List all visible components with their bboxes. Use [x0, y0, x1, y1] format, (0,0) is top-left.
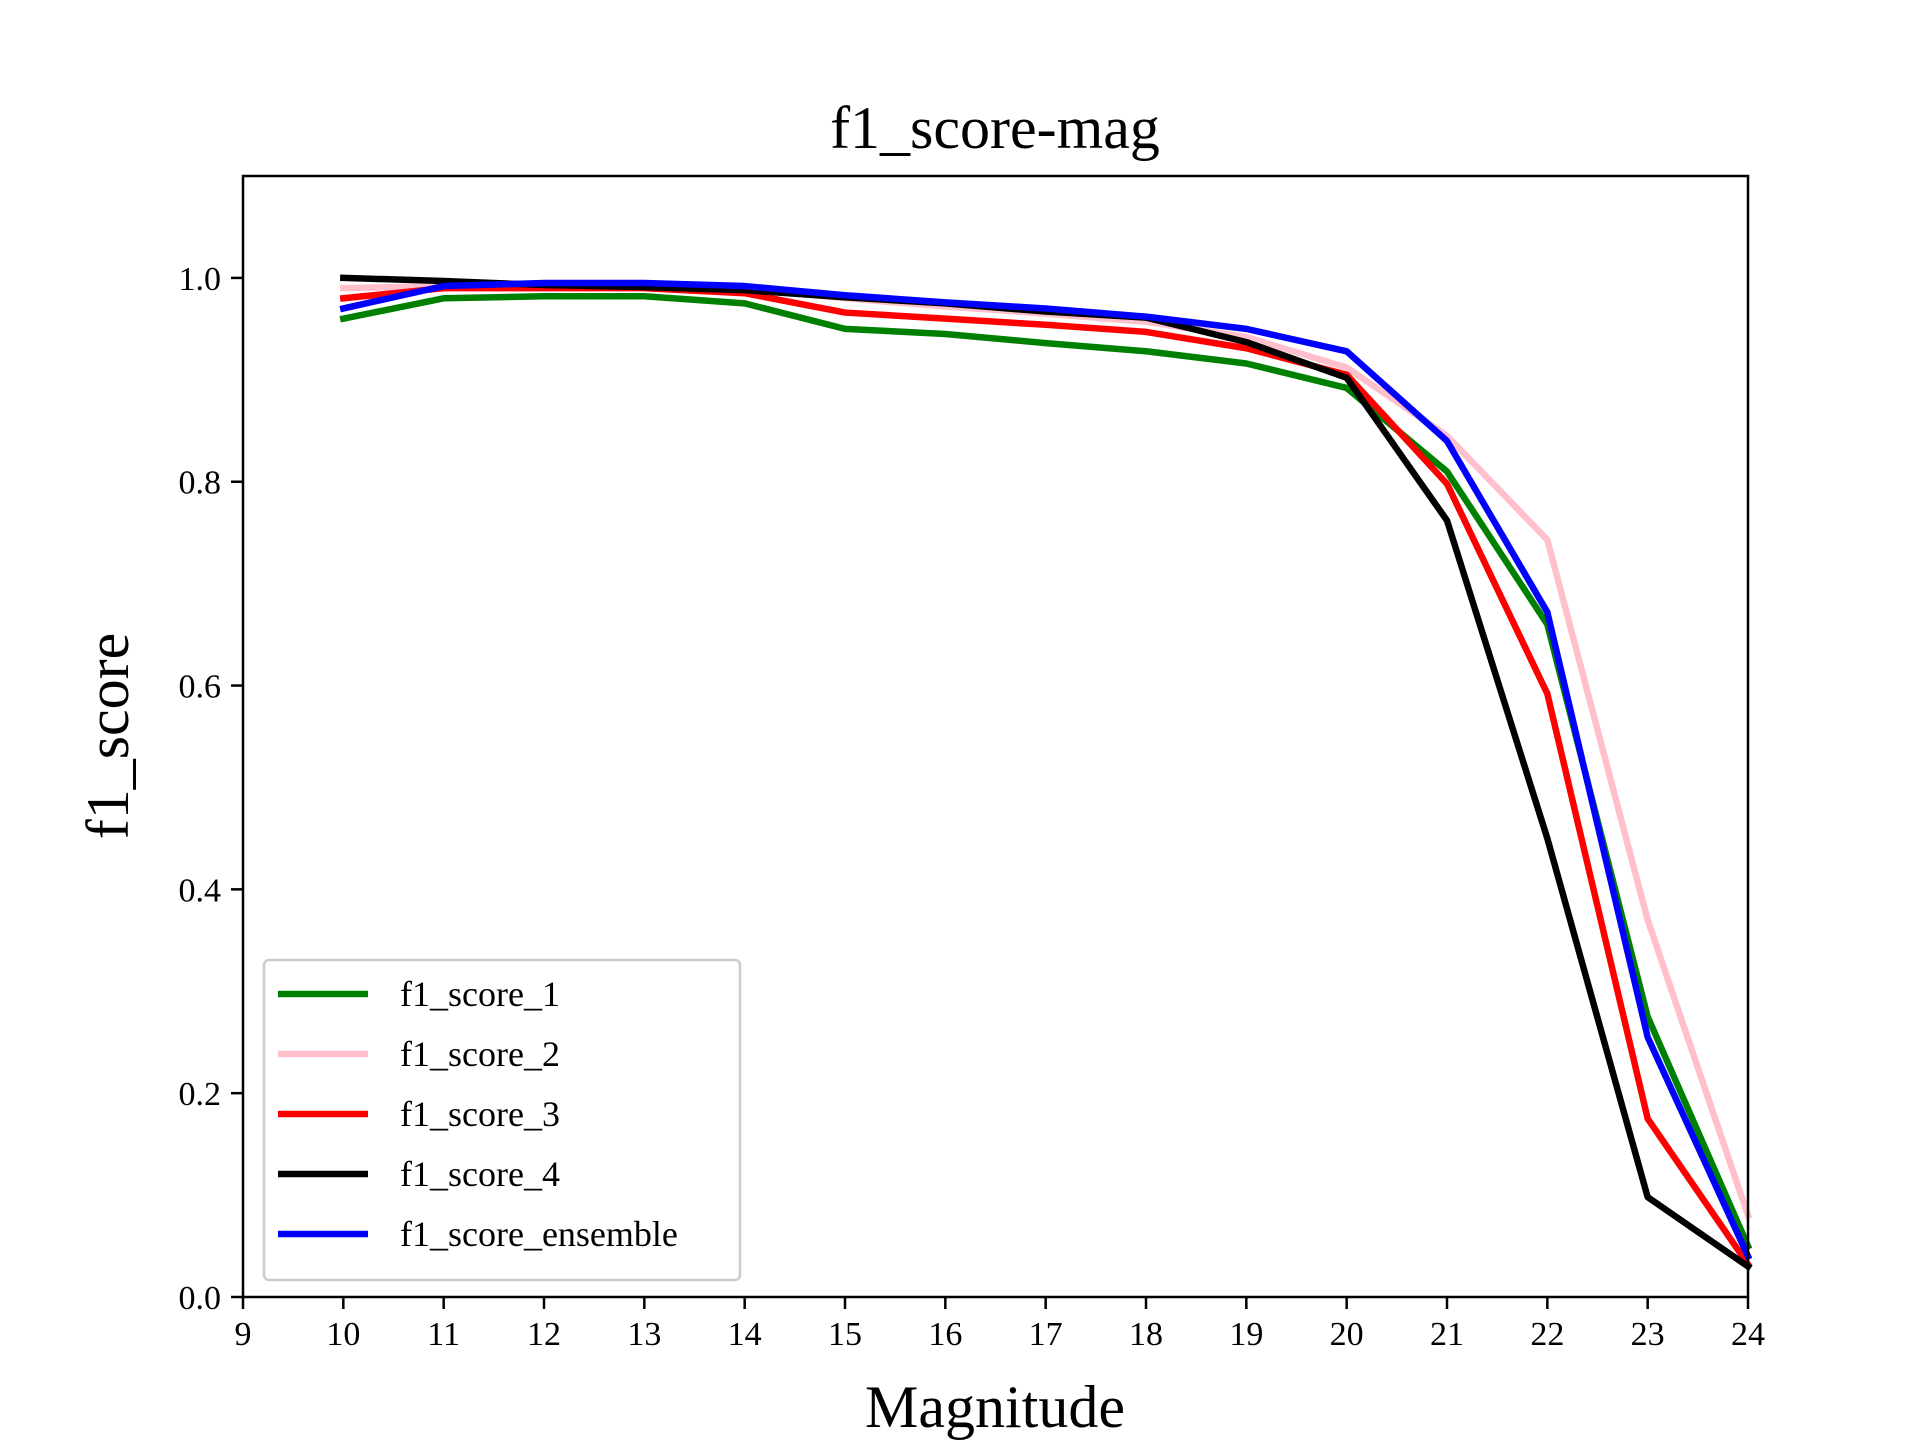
x-tick-label: 12 [527, 1316, 561, 1353]
x-tick-label: 16 [928, 1316, 962, 1353]
legend-label: f1_score_ensemble [400, 1214, 678, 1254]
x-tick-label: 15 [828, 1316, 862, 1353]
legend: f1_score_1 f1_score_2 f1_score_3 f1_score_4… [262, 958, 742, 1282]
x-tick-label: 21 [1430, 1316, 1464, 1353]
x-tick-label: 17 [1029, 1316, 1063, 1353]
chart-title: f1_score-mag [830, 95, 1160, 161]
legend-label: f1_score_3 [400, 1094, 560, 1134]
x-tick-label: 11 [427, 1316, 460, 1353]
series-line-f1-score-ensemble [339, 279, 1753, 1261]
x-tick-label: 10 [326, 1316, 360, 1353]
x-tick-label: 18 [1129, 1316, 1163, 1353]
legend-frame [262, 958, 742, 1282]
legend-label: f1_score_1 [400, 974, 560, 1014]
x-tick-label: 24 [1731, 1316, 1765, 1353]
series-line-f1-score-1 [339, 293, 1753, 1251]
y-tick-label: 0.4 [179, 872, 222, 909]
y-axis-label: f1_score [75, 633, 141, 840]
y-tick-label: 0.0 [179, 1280, 222, 1317]
legend-label: f1_score_2 [400, 1034, 560, 1074]
x-tick-label: 13 [627, 1316, 661, 1353]
x-axis-label: Magnitude [865, 1374, 1125, 1440]
x-tick-label: 20 [1330, 1316, 1364, 1353]
y-tick-label: 1.0 [179, 261, 222, 298]
plot-lines [339, 274, 1753, 1271]
legend-label: f1_score_4 [400, 1154, 560, 1194]
x-axis-ticks: 9 10 11 12 13 14 15 16 17 18 19 20 21 22 23 24 [235, 1297, 1765, 1353]
y-tick-label: 0.2 [179, 1076, 222, 1113]
y-tick-label: 0.6 [179, 669, 222, 706]
x-tick-label: 9 [235, 1316, 252, 1353]
x-tick-label: 19 [1229, 1316, 1263, 1353]
y-tick-label: 0.8 [179, 465, 222, 502]
y-axis-ticks: 0.0 0.2 0.4 0.6 0.8 1.0 [179, 261, 243, 1317]
x-tick-label: 23 [1631, 1316, 1665, 1353]
axes-frame [241, 174, 1750, 1299]
x-tick-label: 22 [1530, 1316, 1564, 1353]
x-tick-label: 14 [728, 1316, 762, 1353]
